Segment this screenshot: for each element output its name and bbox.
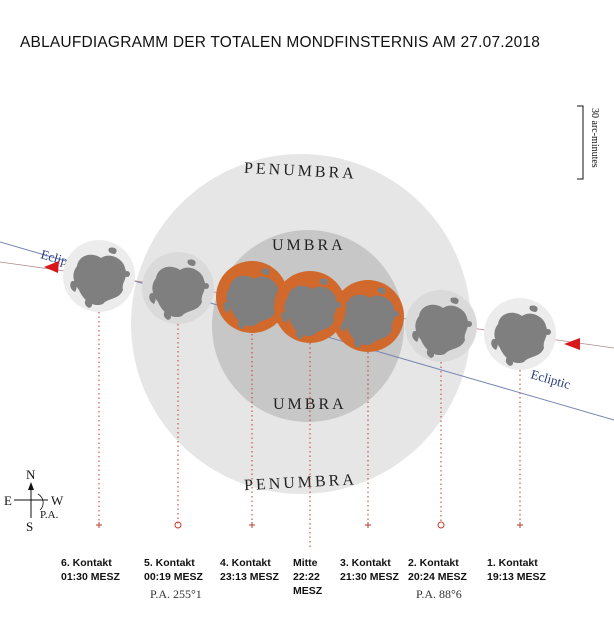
contact-6-time: 01:30 MESZ [61, 571, 121, 583]
compass-east: E [4, 493, 12, 508]
compass-west: W [51, 493, 64, 508]
umbra-label-top: UMBRA [272, 237, 346, 254]
penumbra-label-top: PENUMBRA [244, 160, 358, 183]
moon-3-kontakt [332, 280, 404, 352]
scale-bar: 30 arc-minutes [577, 105, 600, 180]
moon-2-kontakt [405, 290, 477, 362]
contact-2-pa: P.A. 88°6 [416, 587, 462, 601]
contact-3-name: 3. Kontakt [340, 557, 391, 569]
contact-5-name: 5. Kontakt [144, 557, 195, 569]
marker-3 [365, 522, 371, 528]
ecliptic-arrow-right [564, 338, 580, 350]
marker-1 [517, 522, 523, 528]
moon-5-kontakt [142, 252, 214, 324]
penumbra-label-bottom: PENUMBRA [244, 471, 358, 494]
scale-label: 30 arc-minutes [589, 108, 600, 168]
ecliptic-label-right: Ecliptic [529, 366, 572, 392]
contact-6-name: 6. Kontakt [61, 557, 112, 569]
ecliptic-arrow-left [44, 261, 59, 273]
contact-mitte-time: 22:22 [293, 571, 320, 583]
chart-title: ABLAUFDIAGRAMM DER TOTALEN MONDFINSTERNI… [20, 34, 540, 51]
marker-6 [96, 522, 102, 528]
compass-north: N [26, 467, 36, 482]
moon-6-kontakt [63, 240, 135, 312]
moon-mitte [274, 271, 346, 343]
marker-2 [437, 521, 445, 529]
contact-3-time: 21:30 MESZ [340, 571, 400, 583]
marker-4 [249, 522, 255, 528]
compass: N E W S P.A. [4, 467, 64, 534]
contact-1-name: 1. Kontakt [487, 557, 538, 569]
moon-1-kontakt [484, 298, 556, 370]
compass-south: S [26, 519, 33, 534]
contact-4-name: 4. Kontakt [220, 557, 271, 569]
contact-2-name: 2. Kontakt [408, 557, 459, 569]
contact-mitte-time2: MESZ [293, 585, 323, 597]
contact-mitte-name: Mitte [293, 557, 318, 569]
drop-lines [98, 312, 521, 550]
umbra-label-bottom: UMBRA [273, 396, 347, 413]
compass-pa: P.A. [40, 509, 59, 521]
marker-5 [174, 521, 182, 529]
contact-1-time: 19:13 MESZ [487, 571, 547, 583]
ecliptic-label-left: Eclip [39, 246, 70, 268]
contact-4-time: 23:13 MESZ [220, 571, 280, 583]
contact-2-time: 20:24 MESZ [408, 571, 468, 583]
contact-markers [96, 521, 523, 529]
contact-5-pa: P.A. 255°1 [150, 587, 202, 601]
moon-4-kontakt [216, 261, 288, 333]
contact-5-time: 00:19 MESZ [144, 571, 204, 583]
